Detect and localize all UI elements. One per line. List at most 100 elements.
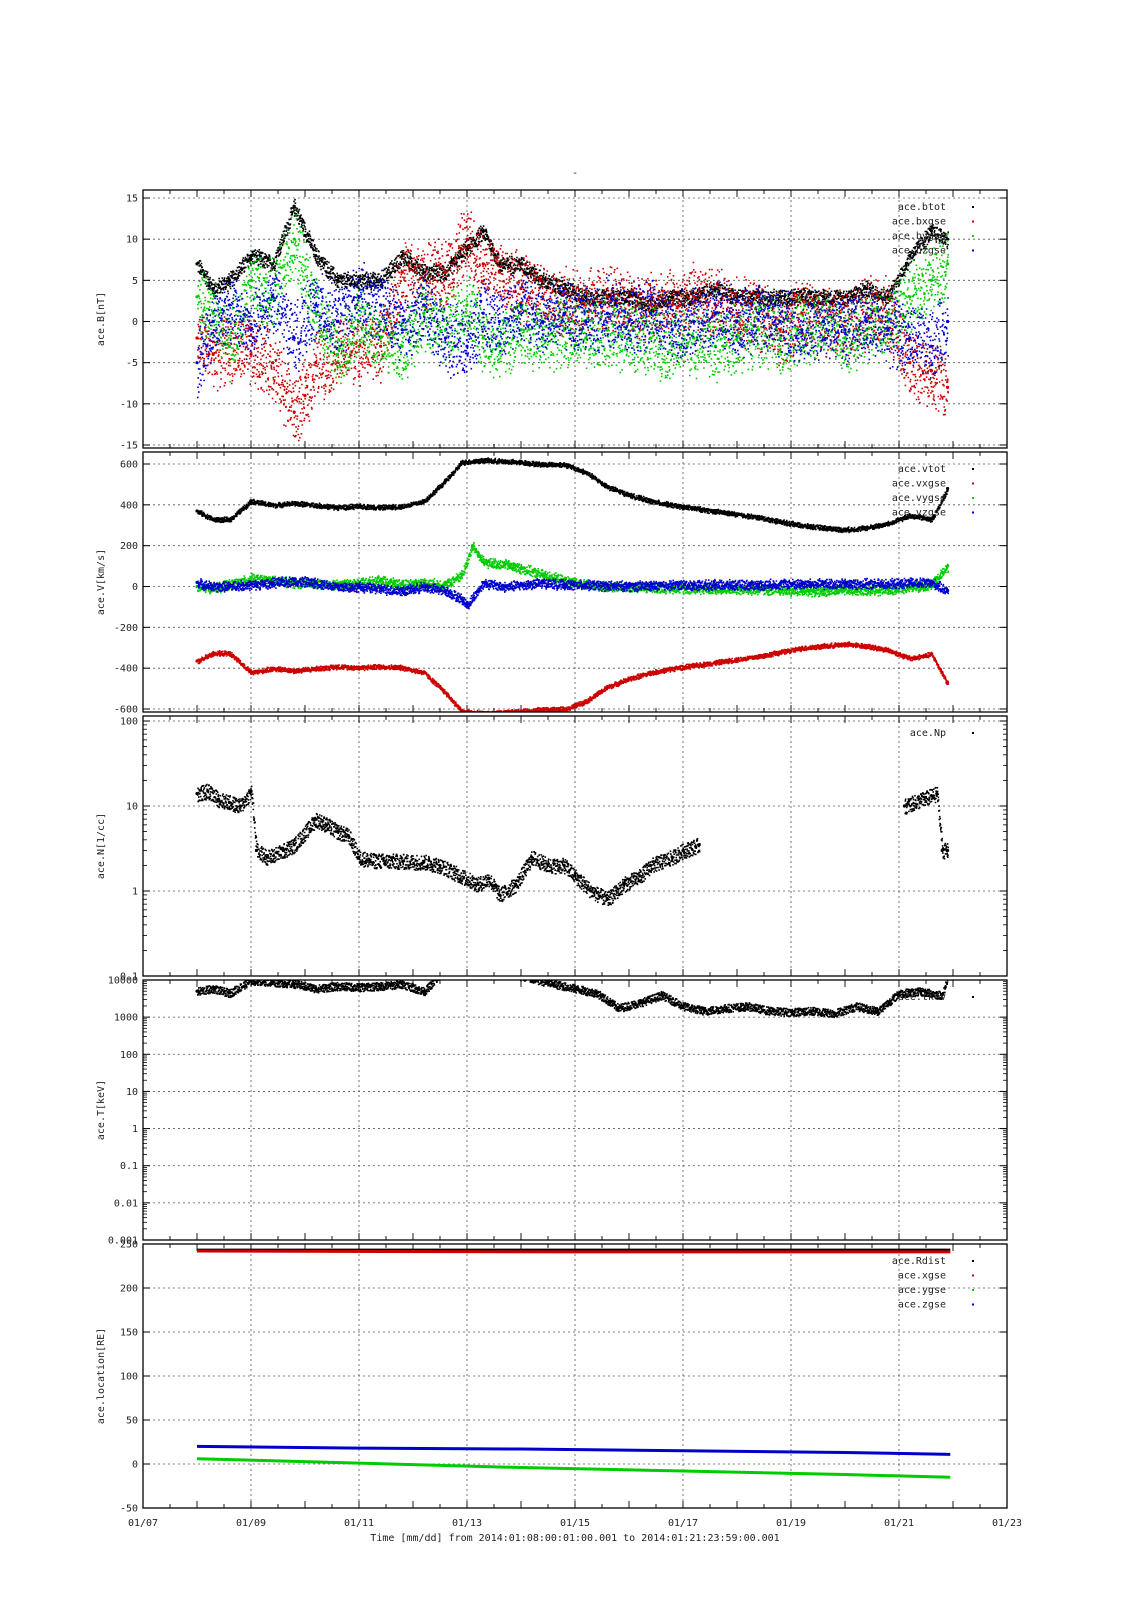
legend-label: ace.vxgse xyxy=(892,479,946,490)
series-line xyxy=(196,1249,951,1254)
data-point xyxy=(227,303,231,307)
data-point xyxy=(303,394,307,398)
y-tick-label: 10 xyxy=(126,802,138,813)
legend-marker xyxy=(972,497,974,499)
plot-area xyxy=(195,198,950,442)
data-point xyxy=(497,344,501,348)
x-tick-label: 01/17 xyxy=(668,1518,698,1529)
data-point xyxy=(649,303,653,307)
x-tick-label: 01/13 xyxy=(452,1518,482,1529)
data-point xyxy=(481,336,485,340)
scatter-cloud xyxy=(197,541,949,598)
legend-marker xyxy=(972,206,974,208)
data-point xyxy=(443,336,447,340)
data-point xyxy=(249,328,253,332)
data-point xyxy=(735,311,739,315)
data-point xyxy=(541,319,545,324)
legend-label: ace.bzgse xyxy=(892,246,946,257)
legend-label: ace.xgse xyxy=(898,1271,946,1282)
data-point xyxy=(946,262,950,266)
chart-panels: 151050-5-10-15ace.B[nT]ace.btotace.bxgse… xyxy=(96,189,1008,1515)
data-point xyxy=(443,270,447,274)
legend-marker xyxy=(972,1303,974,1306)
data-point xyxy=(400,328,404,332)
y-tick-label: 250 xyxy=(120,1240,138,1251)
data-point xyxy=(638,874,642,878)
y-tick-label: 0.1 xyxy=(120,972,138,983)
y-tick-label: 5 xyxy=(132,276,138,287)
data-point xyxy=(509,972,512,975)
legend-marker xyxy=(972,468,974,470)
plot-area xyxy=(195,457,950,712)
series-ace-vzgse xyxy=(195,576,950,610)
y-tick-label: 0.01 xyxy=(114,1198,138,1209)
panel-4: 10000 1000 100 10 1 0.1 0.01 0.001 ace.T[keV] ace… xyxy=(96,962,1008,1247)
y-tick-label: 1 xyxy=(132,887,138,898)
legend: ace.tkev xyxy=(898,992,974,1003)
x-tick-label: 01/21 xyxy=(884,1518,914,1529)
data-point xyxy=(541,295,545,299)
y-tick-label: 600 xyxy=(120,460,138,471)
legend-label: ace.tkev xyxy=(898,992,946,1003)
legend-label: ace.btot xyxy=(898,202,946,213)
series-ace-xgse xyxy=(196,1249,951,1254)
data-point xyxy=(195,295,199,299)
series-ace-bzgse xyxy=(195,262,950,399)
data-point xyxy=(843,328,847,332)
legend-label: ace.zgse xyxy=(898,1300,946,1311)
x-axis: 01/07 01/09 01/11 01/13 01/15 01/17 01/19 01/21… xyxy=(128,1518,1022,1529)
y-tick-label: 50 xyxy=(126,1416,138,1427)
data-point xyxy=(627,319,631,324)
legend-marker xyxy=(972,1260,974,1262)
y-tick-label: 200 xyxy=(120,1284,138,1295)
legend: ace.btot ace.bxgse ace.bygse ace.bzgse xyxy=(892,202,974,257)
y-tick-label: 0.1 xyxy=(120,1161,138,1172)
y-tick-label: 1000 xyxy=(114,1013,138,1024)
panel-frame xyxy=(142,189,1008,449)
y-tick-label: 1 xyxy=(132,1124,138,1135)
legend-label: ace.vtot xyxy=(898,464,946,475)
legend-marker xyxy=(972,249,974,252)
y-tick-label: 0 xyxy=(132,582,138,593)
data-point xyxy=(757,328,761,332)
legend-marker xyxy=(972,482,974,485)
data-point xyxy=(465,344,469,348)
series-ace-ygse xyxy=(196,1457,951,1479)
y-tick-label: -10 xyxy=(120,399,138,410)
y-axis-label: ace.T[keV] xyxy=(96,1080,107,1140)
data-point xyxy=(400,344,404,348)
legend-marker xyxy=(972,235,974,237)
data-point xyxy=(422,311,426,315)
data-point xyxy=(195,361,199,365)
data-point xyxy=(487,962,490,965)
y-axis-label: ace.location[RE] xyxy=(96,1328,107,1424)
x-tick-label: 01/19 xyxy=(776,1518,806,1529)
y-tick-label: -600 xyxy=(114,705,138,716)
data-point xyxy=(249,352,253,357)
scatter-cloud xyxy=(197,211,949,442)
panel-frame xyxy=(142,1243,1008,1509)
scatter-cloud xyxy=(197,457,949,534)
panel-frame xyxy=(142,979,1008,1241)
series-line xyxy=(196,1457,951,1479)
series-line xyxy=(196,1444,951,1456)
y-tick-label: -400 xyxy=(114,664,138,675)
data-point xyxy=(195,336,199,340)
legend-label: ace.Np xyxy=(910,728,946,739)
data-point xyxy=(670,328,674,332)
data-point xyxy=(422,303,426,307)
panel-5: 250 200 150 100 50 0 -50 ace.location[RE] ace.Rd… xyxy=(96,1240,1008,1515)
data-point xyxy=(227,344,231,348)
plot-area xyxy=(196,1248,951,1479)
legend-label: ace.vzgse xyxy=(892,508,946,519)
y-tick-label: 100 xyxy=(120,1050,138,1061)
legend-label: ace.vygse xyxy=(892,493,946,504)
data-point xyxy=(379,344,383,348)
y-tick-label: 10000 xyxy=(108,976,138,987)
y-tick-label: 15 xyxy=(126,194,138,205)
y-tick-label: -200 xyxy=(114,623,138,634)
legend-marker xyxy=(972,1289,974,1291)
page-top-title: - xyxy=(572,168,578,179)
y-tick-label: 0 xyxy=(132,317,138,328)
